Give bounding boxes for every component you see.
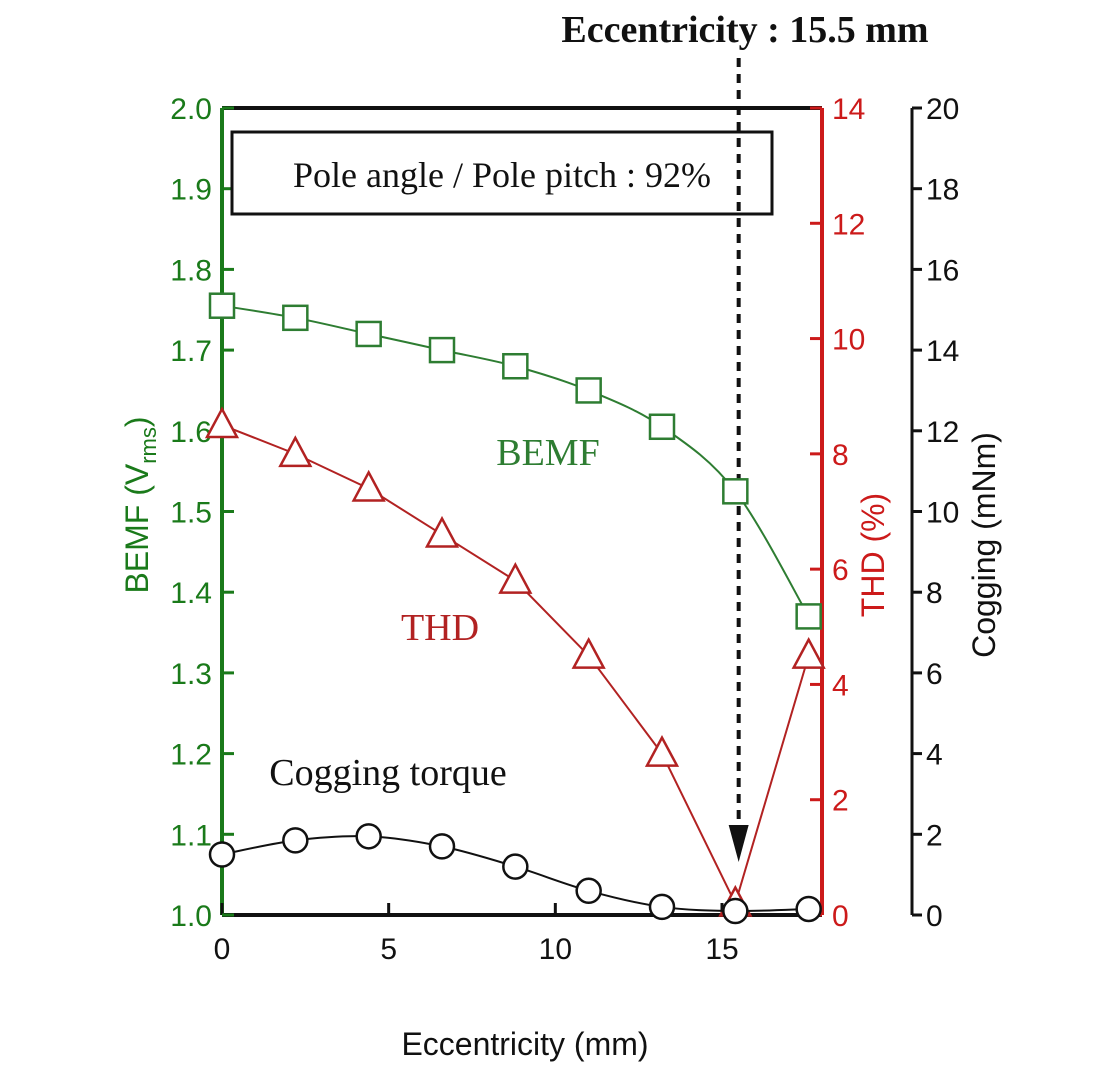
bemf-point-6 bbox=[648, 413, 676, 441]
cogging-point-2 bbox=[355, 823, 382, 850]
note-box-text: Pole angle / Pole pitch : 92% bbox=[293, 155, 711, 195]
bemf-tick-label-1: 1.1 bbox=[170, 819, 212, 852]
bemf-tick-label-4: 1.4 bbox=[170, 577, 212, 610]
cogging-point-1 bbox=[282, 827, 309, 854]
thd-point-5 bbox=[571, 636, 606, 669]
bemf-tick-label-3: 1.3 bbox=[170, 658, 212, 691]
cogging-tick-label-10: 20 bbox=[926, 93, 959, 126]
x-tick-label-2: 10 bbox=[539, 933, 572, 966]
thd-tick-label-4: 8 bbox=[832, 439, 849, 472]
bemf-tick-label-6: 1.6 bbox=[170, 416, 212, 449]
thd-tick-label-6: 12 bbox=[832, 208, 865, 241]
thd-series-line bbox=[221, 424, 810, 907]
x-tick-label-3: 15 bbox=[705, 933, 738, 966]
cogging-tick-label-6: 12 bbox=[926, 416, 959, 449]
cogging-tick-label-1: 2 bbox=[926, 819, 943, 852]
bemf-point-4 bbox=[502, 352, 529, 380]
thd-tick-label-2: 4 bbox=[832, 669, 849, 702]
thd-tick-label-0: 0 bbox=[832, 900, 849, 933]
bemf-tick-label-8: 1.8 bbox=[170, 254, 212, 287]
bemf-axis-title: BEMF (Vrms) bbox=[119, 416, 161, 593]
bemf-series bbox=[208, 292, 822, 630]
bemf-axis-title-close: ) bbox=[119, 416, 155, 427]
thd-tick-label-5: 10 bbox=[832, 324, 865, 357]
thd-point-0 bbox=[204, 406, 240, 439]
bemf-series-label: BEMF bbox=[496, 432, 599, 474]
cogging-tick-label-2: 4 bbox=[926, 739, 943, 772]
cogging-point-4 bbox=[502, 853, 529, 880]
thd-tick-label-3: 6 bbox=[832, 554, 849, 587]
cogging-axis: 0 2 4 6 8 10 12 14 16 18 20 bbox=[912, 93, 959, 933]
x-axis-title: Eccentricity (mm) bbox=[401, 1026, 648, 1062]
cogging-point-3 bbox=[428, 833, 456, 860]
cogging-point-0 bbox=[208, 841, 236, 868]
bemf-point-0 bbox=[208, 292, 236, 319]
bemf-axis-title-sub: rms bbox=[136, 427, 161, 464]
cogging-tick-label-3: 6 bbox=[926, 658, 943, 691]
thd-point-8 bbox=[791, 636, 826, 669]
x-axis: 0 5 10 15 bbox=[214, 903, 739, 966]
eccentricity-annotation: Eccentricity : 15.5 mm bbox=[561, 9, 928, 51]
cogging-tick-label-4: 8 bbox=[926, 577, 943, 610]
bemf-axis: 1.0 1.1 1.2 1.3 1.4 1.5 1.6 1.7 1.8 1.9 2.0 bbox=[170, 93, 234, 933]
thd-axis: 0 2 4 6 8 10 12 14 bbox=[810, 93, 865, 933]
bemf-tick-label-2: 1.2 bbox=[170, 739, 212, 772]
thd-point-3 bbox=[424, 515, 460, 548]
x-tick-label-0: 0 bbox=[214, 933, 231, 966]
bemf-tick-label-5: 1.5 bbox=[170, 497, 212, 530]
thd-tick-label-7: 14 bbox=[832, 93, 865, 126]
cogging-point-5 bbox=[575, 877, 602, 905]
series-layer bbox=[204, 292, 826, 925]
bemf-axis-title-main: BEMF (V bbox=[119, 463, 155, 593]
bemf-point-2 bbox=[355, 320, 382, 348]
cogging-series bbox=[208, 823, 822, 925]
thd-tick-label-1: 2 bbox=[832, 785, 849, 818]
bemf-point-3 bbox=[428, 336, 456, 364]
x-tick-label-1: 5 bbox=[380, 933, 397, 966]
bemf-tick-label-9: 1.9 bbox=[170, 174, 212, 207]
thd-point-1 bbox=[278, 435, 313, 468]
thd-series bbox=[204, 406, 826, 917]
bemf-point-8 bbox=[795, 603, 822, 630]
note-box bbox=[230, 130, 774, 216]
bemf-tick-label-7: 1.7 bbox=[170, 335, 212, 368]
annotation-arrow bbox=[728, 58, 749, 862]
bemf-tick-label-0: 1.0 bbox=[170, 900, 212, 933]
cogging-point-6 bbox=[648, 893, 676, 921]
cogging-tick-label-8: 16 bbox=[926, 254, 959, 287]
thd-series-label: THD bbox=[401, 607, 479, 649]
thd-point-6 bbox=[644, 734, 680, 767]
bemf-point-7 bbox=[722, 478, 749, 505]
cogging-point-7 bbox=[722, 897, 749, 925]
thd-axis-title: THD (%) bbox=[855, 493, 891, 617]
cogging-tick-label-9: 18 bbox=[926, 174, 959, 207]
cogging-series-label: Cogging torque bbox=[269, 752, 506, 794]
bemf-point-1 bbox=[282, 304, 309, 332]
bemf-point-5 bbox=[575, 377, 602, 404]
cogging-tick-label-5: 10 bbox=[926, 497, 959, 530]
cogging-tick-label-0: 0 bbox=[926, 900, 943, 933]
cogging-tick-label-7: 14 bbox=[926, 335, 959, 368]
thd-point-2 bbox=[351, 469, 386, 502]
cogging-axis-title: Cogging (mNm) bbox=[966, 432, 1002, 658]
bemf-tick-label-10: 2.0 bbox=[170, 93, 212, 126]
annotation-arrow-head bbox=[728, 825, 749, 862]
cogging-point-8 bbox=[795, 895, 822, 923]
thd-point-4 bbox=[498, 562, 533, 594]
